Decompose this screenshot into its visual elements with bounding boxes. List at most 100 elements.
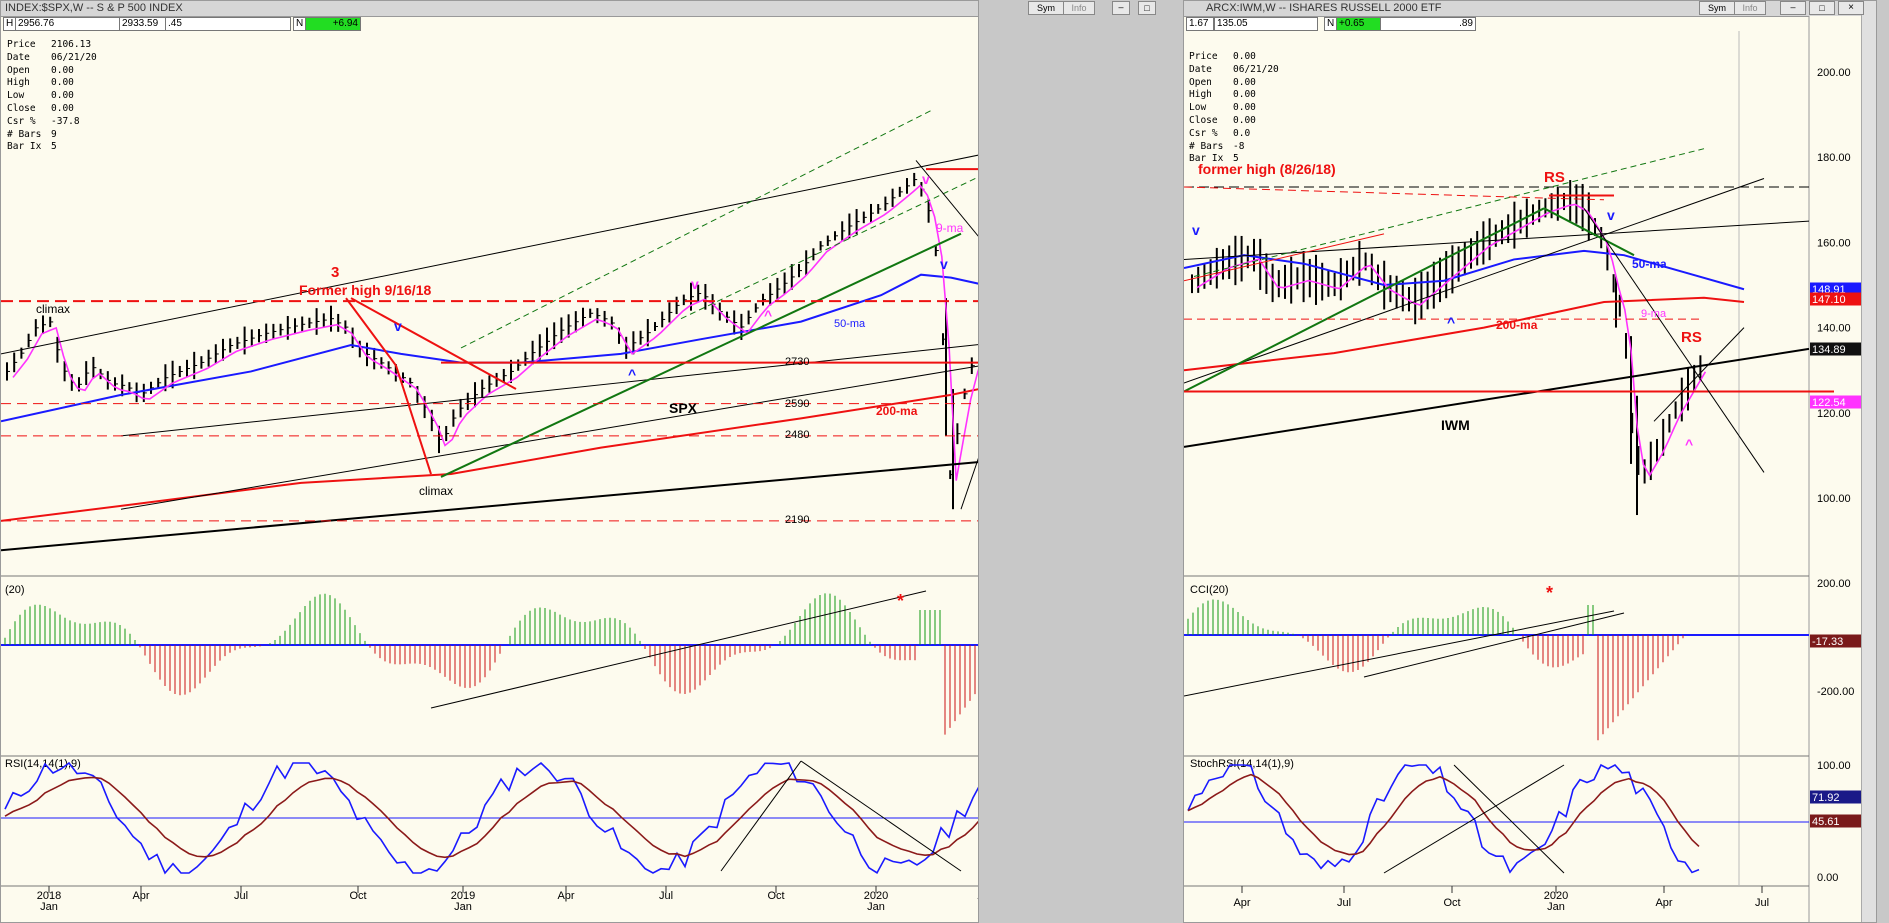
info-row: Date 06/21/20 xyxy=(7,52,97,65)
info-row: Bar Ix 5 xyxy=(7,141,97,154)
info-row: Close 0.00 xyxy=(7,103,97,116)
channel-line xyxy=(1184,178,1765,384)
info-key: Close xyxy=(1189,114,1218,126)
info-row: High 0.00 xyxy=(7,77,97,90)
price-badge-bg xyxy=(1810,395,1862,409)
quote-a: 1.67 xyxy=(1186,17,1214,31)
info-key: Csr % xyxy=(1189,127,1218,139)
ma-9-line xyxy=(12,184,978,481)
ma-200-line xyxy=(1,388,978,522)
info-value: 0.00 xyxy=(1233,114,1256,126)
annotation-iwm: IWM xyxy=(1441,417,1470,433)
info-value: 0.00 xyxy=(51,90,74,102)
annotation-9ma: 9-ma xyxy=(1641,308,1667,320)
rsi-tick-label: 0.00 xyxy=(1817,872,1838,884)
cci-label: (20) xyxy=(5,584,25,596)
spx-chart-window: INDEX:$SPX,W -- S & P 500 INDEX H 2956.7… xyxy=(0,0,979,923)
x-sub-label: Jan xyxy=(867,901,885,913)
iwm-info-button[interactable]: Info xyxy=(1734,1,1766,15)
green-trendline xyxy=(1184,207,1545,393)
annotation-spx: SPX xyxy=(669,400,698,416)
annotation-former-high: former high (8/26/18) xyxy=(1198,161,1336,177)
stoch-rsi-signal-line xyxy=(4,776,978,859)
info-value: 0.00 xyxy=(1233,102,1256,114)
info-key: Bar Ix xyxy=(1189,153,1224,165)
iwm-minimize-button[interactable]: – xyxy=(1780,1,1806,15)
green-dash-line xyxy=(680,176,978,320)
green-trendline xyxy=(440,232,962,478)
info-row: # Bars -8 xyxy=(1189,141,1279,154)
annotation-rs: RS xyxy=(1681,329,1702,346)
stoch-rsi-signal-line xyxy=(1187,773,1700,856)
annotation-50ma: 50-ma xyxy=(1632,257,1667,271)
rsi-value-badge-bg xyxy=(1810,790,1862,804)
info-row: Date 06/21/20 xyxy=(1189,64,1279,77)
spx-minimize-button[interactable]: – xyxy=(1112,1,1130,15)
iwm-maximize-button[interactable]: □ xyxy=(1809,1,1835,15)
info-value: 06/21/20 xyxy=(1233,63,1279,75)
annotation-caret: ^ xyxy=(628,366,636,382)
channel-line xyxy=(120,344,978,437)
info-key: Open xyxy=(1189,76,1212,88)
quote-net: +0.65 xyxy=(1336,17,1382,31)
stoch-rsi-line xyxy=(4,761,978,875)
info-value: 0.00 xyxy=(1233,76,1256,88)
rsi-value-badge: 45.61 xyxy=(1812,816,1840,828)
spx-maximize-button[interactable]: □ xyxy=(1138,1,1156,15)
info-value: 2106.13 xyxy=(51,39,92,50)
cci-tick-label: -200.00 xyxy=(1817,686,1854,698)
quote-change: .45 xyxy=(165,17,291,31)
annotation-v: v xyxy=(691,276,699,292)
cci-value-badge-bg xyxy=(1810,634,1862,648)
spx-info-panel: Price 2106.13 Date 06/21/20 Open 0.00 High 0.00… xyxy=(7,39,97,154)
rsi-label: StochRSI(14,14(1),9) xyxy=(1190,758,1294,770)
green-dash-line xyxy=(460,110,932,349)
rsi-trendline xyxy=(1453,764,1565,874)
channel-line xyxy=(1184,220,1810,260)
spx-window-title: INDEX:$SPX,W -- S & P 500 INDEX xyxy=(5,2,183,14)
annotation-200ma: 200-ma xyxy=(876,404,918,418)
annotation-climax: climax xyxy=(36,302,70,316)
iwm-sym-button[interactable]: Sym xyxy=(1699,1,1735,15)
rsi-label: RSI(14,14(1),9) xyxy=(5,758,81,770)
info-row: Low 0.00 xyxy=(7,90,97,103)
x-tick-label: Jul xyxy=(1755,897,1769,909)
price-badge-bg xyxy=(1810,292,1862,306)
info-value: 0.00 xyxy=(51,77,74,89)
quote-prefix: H xyxy=(3,17,17,31)
x-tick-label: Oct xyxy=(349,890,366,902)
x-sub-label: Jan xyxy=(454,901,472,913)
info-key: High xyxy=(7,77,30,89)
price-badge-bg xyxy=(1810,342,1862,356)
cci-value-badge: -17.33 xyxy=(1812,636,1843,648)
x-tick-label: 2018 xyxy=(37,890,61,902)
vertical-scrollbar[interactable] xyxy=(1861,1,1876,922)
annotation-v: v xyxy=(394,318,402,334)
downtrend-line xyxy=(915,160,978,237)
x-tick-label: Jul xyxy=(659,890,673,902)
stoch-rsi-line xyxy=(1187,763,1700,874)
annotation-caret: ^ xyxy=(1447,314,1455,330)
info-key: Open xyxy=(7,64,30,76)
x-tick-label: Oct xyxy=(767,890,784,902)
quote-b: 135.05 xyxy=(1214,17,1318,31)
price-tick-label: 160.00 xyxy=(1817,237,1851,249)
info-row: Csr % 0.0 xyxy=(1189,128,1279,141)
uptrend-line xyxy=(1653,327,1745,422)
green-dash-line xyxy=(1193,148,1705,277)
iwm-close-button[interactable]: × xyxy=(1838,1,1864,15)
support-line xyxy=(1184,347,1810,448)
spx-quote-bar: H 2956.76 2933.59 .45 N +6.94 xyxy=(1,16,978,31)
spx-sym-button[interactable]: Sym xyxy=(1028,1,1064,15)
info-row: Low 0.00 xyxy=(1189,102,1279,115)
info-key: Low xyxy=(7,90,25,102)
ma-9-line xyxy=(1196,203,1707,478)
label-2590: 2590 xyxy=(785,398,809,410)
info-key: Price xyxy=(1189,51,1218,62)
rsi-trendline xyxy=(720,760,802,872)
red-wedge-line xyxy=(350,297,517,390)
uptrend-line xyxy=(960,457,978,510)
spx-chart-canvas: 3800.003600.003400.003200.003000.002800.… xyxy=(1,110,978,913)
price-badge-bg xyxy=(1810,282,1862,296)
spx-info-button[interactable]: Info xyxy=(1063,1,1095,15)
